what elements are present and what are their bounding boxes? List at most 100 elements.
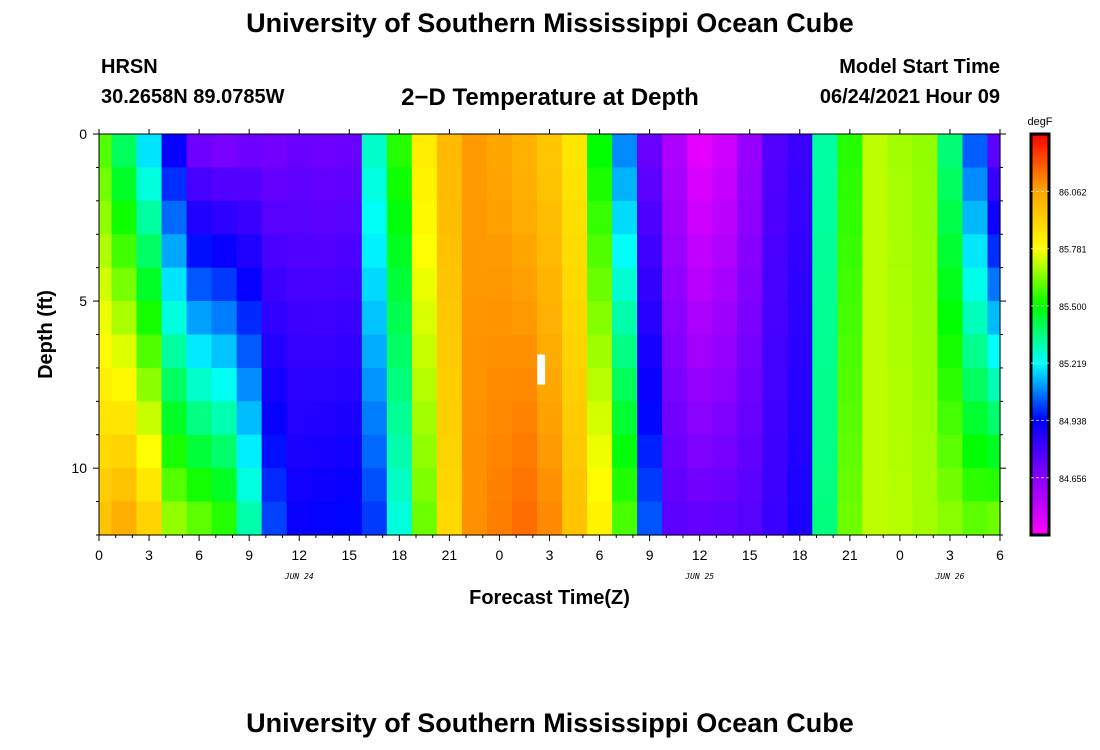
heatmap-cell [962, 401, 989, 436]
heatmap-cell [887, 334, 914, 369]
heatmap-cell [862, 267, 888, 302]
x-tick-label: 12 [692, 547, 708, 563]
heatmap-cell [812, 501, 838, 536]
heatmap-cell [411, 334, 438, 369]
heatmap-cell [511, 401, 538, 436]
heatmap-cell [662, 234, 688, 269]
heatmap-cell [211, 200, 238, 235]
heatmap-cell [637, 301, 663, 336]
heatmap-cell [361, 468, 388, 503]
x-tick-label: 9 [646, 547, 654, 563]
heatmap-cell [737, 234, 763, 269]
x-tick-label: 9 [245, 547, 253, 563]
heatmap-cell [436, 468, 463, 503]
heatmap-cell [461, 301, 488, 336]
heatmap-cell [311, 334, 338, 369]
heatmap-cell [111, 501, 138, 536]
heatmap-cell [361, 367, 388, 402]
heatmap-cell [562, 401, 588, 436]
heatmap-cell [987, 301, 1001, 336]
heatmap-cell [962, 134, 989, 169]
heatmap-cell [562, 301, 588, 336]
heatmap-cell [662, 167, 688, 202]
heatmap-cell [687, 167, 713, 202]
heatmap-cell [261, 401, 288, 436]
heatmap-cell [662, 501, 688, 536]
heatmap-cell [612, 234, 638, 269]
heatmap-cell [136, 434, 163, 469]
heatmap-cell [737, 401, 763, 436]
heatmap-cell [511, 267, 538, 302]
heatmap-cell [837, 167, 863, 202]
heatmap-cell [99, 501, 113, 536]
heatmap-cell [136, 167, 163, 202]
heatmap-cell [837, 134, 863, 169]
heatmap-cell [987, 267, 1001, 302]
heatmap-cell [587, 334, 613, 369]
heatmap-cell [286, 401, 313, 436]
heatmap-cell [236, 200, 263, 235]
heatmap-cell [461, 334, 488, 369]
y-tick-label: 10 [71, 460, 87, 476]
heatmap-cell [712, 401, 738, 436]
x-tick-label: 0 [496, 547, 504, 563]
heatmap-cell [887, 501, 914, 536]
heatmap-cell [612, 134, 638, 169]
heatmap-cell [662, 134, 688, 169]
heatmap-cell [737, 200, 763, 235]
heatmap-cell [937, 234, 964, 269]
heatmap-cell [436, 501, 463, 536]
heatmap-cell [712, 434, 738, 469]
heatmap-cell [311, 468, 338, 503]
heatmap-cell [411, 501, 438, 536]
heatmap-cell [361, 301, 388, 336]
heatmap-cell [887, 234, 914, 269]
heatmap-cell [286, 434, 313, 469]
heatmap-cell [111, 167, 138, 202]
heatmap-cell [461, 401, 488, 436]
heatmap-cell [536, 434, 563, 469]
heatmap-cell [386, 134, 413, 169]
heatmap-cell [486, 334, 513, 369]
heatmap-cell [286, 501, 313, 536]
heatmap-cell [311, 234, 338, 269]
x-tick-label: 18 [392, 547, 408, 563]
heatmap-cell [311, 301, 338, 336]
heatmap-cell [837, 334, 863, 369]
heatmap-cell [111, 267, 138, 302]
date-label: JUN 25 [684, 572, 714, 581]
heatmap-cell [411, 434, 438, 469]
heatmap-cell [286, 367, 313, 402]
heatmap-cell [987, 468, 1001, 503]
heatmap-cell [186, 334, 213, 369]
heatmap-cell [562, 267, 588, 302]
heatmap-cell [837, 501, 863, 536]
footer-title: University of Southern Mississippi Ocean… [246, 708, 854, 738]
heatmap-cell [111, 301, 138, 336]
heatmap-cell [486, 134, 513, 169]
heatmap-cell [386, 200, 413, 235]
heatmap-cell [787, 200, 813, 235]
heatmap-cell [612, 468, 638, 503]
heatmap-cell [99, 468, 113, 503]
heatmap-cell [762, 134, 788, 169]
heatmap-cell [912, 501, 939, 536]
heatmap-cell [637, 367, 663, 402]
heatmap-cell [887, 434, 914, 469]
heatmap-cell [712, 267, 738, 302]
heatmap-cell [136, 301, 163, 336]
heatmap-cell [937, 301, 964, 336]
heatmap-cell [161, 401, 188, 436]
heatmap-cell [136, 401, 163, 436]
heatmap-cell [486, 200, 513, 235]
heatmap-cell [937, 167, 964, 202]
model-start-value: 06/24/2021 Hour 09 [819, 86, 1000, 108]
heatmap-cell [587, 401, 613, 436]
heatmap-cell [311, 167, 338, 202]
heatmap-cell [712, 301, 738, 336]
heatmap-cell [186, 167, 213, 202]
heatmap-cell [136, 200, 163, 235]
heatmap-cell [737, 367, 763, 402]
heatmap-cell [211, 468, 238, 503]
heatmap-cell [336, 468, 363, 503]
